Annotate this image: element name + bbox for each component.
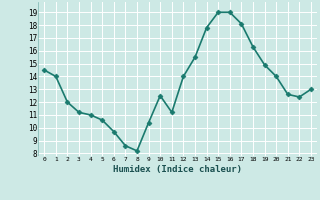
X-axis label: Humidex (Indice chaleur): Humidex (Indice chaleur)	[113, 165, 242, 174]
